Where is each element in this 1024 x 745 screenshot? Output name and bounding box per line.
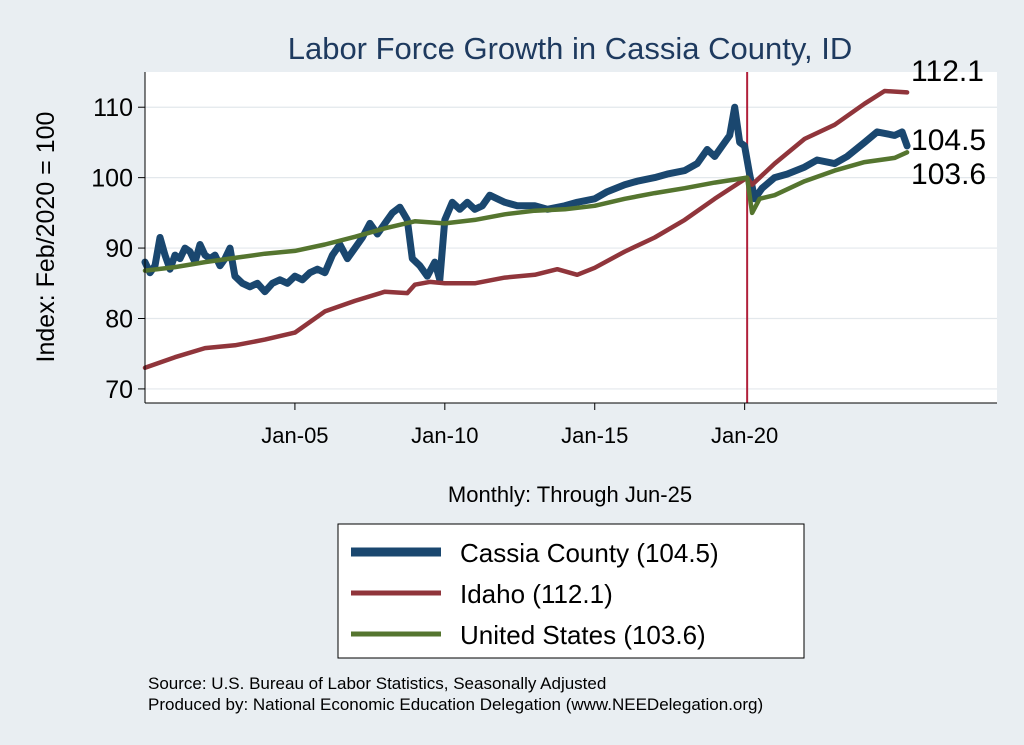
footer-producer: Produced by: National Economic Education…: [148, 695, 763, 714]
series-line-0: [141, 103, 911, 296]
x-tick-label: Jan-05: [261, 423, 328, 448]
series-line-1: [142, 88, 910, 371]
chart-title: Labor Force Growth in Cassia County, ID: [288, 31, 853, 66]
series-end-label: 103.6: [911, 158, 986, 191]
legend-label: Cassia County (104.5): [460, 538, 719, 568]
series-line-2: [142, 150, 910, 273]
series-end-label: 112.1: [911, 55, 984, 88]
x-axis-label: Monthly: Through Jun-25: [448, 482, 692, 507]
legend: Cassia County (104.5) Idaho (112.1) United…: [337, 523, 805, 659]
x-tick-label: Jan-15: [561, 423, 628, 448]
y-tick-label: 110: [93, 94, 133, 122]
y-tick-label: 100: [91, 165, 133, 193]
series-end-label: 104.5: [911, 124, 986, 157]
y-tick-label: 70: [105, 376, 133, 404]
legend-label: United States (103.6): [460, 620, 706, 650]
plot-area: [145, 72, 997, 403]
y-tick-label: 80: [105, 305, 133, 333]
x-tick-label: Jan-20: [711, 423, 778, 448]
x-tick-label: Jan-10: [411, 423, 478, 448]
y-tick-label: 90: [105, 235, 133, 263]
legend-label: Idaho (112.1): [460, 579, 613, 609]
footer-source: Source: U.S. Bureau of Labor Statistics,…: [148, 674, 606, 693]
y-axis-label: Index: Feb/2020 = 100: [32, 112, 60, 363]
